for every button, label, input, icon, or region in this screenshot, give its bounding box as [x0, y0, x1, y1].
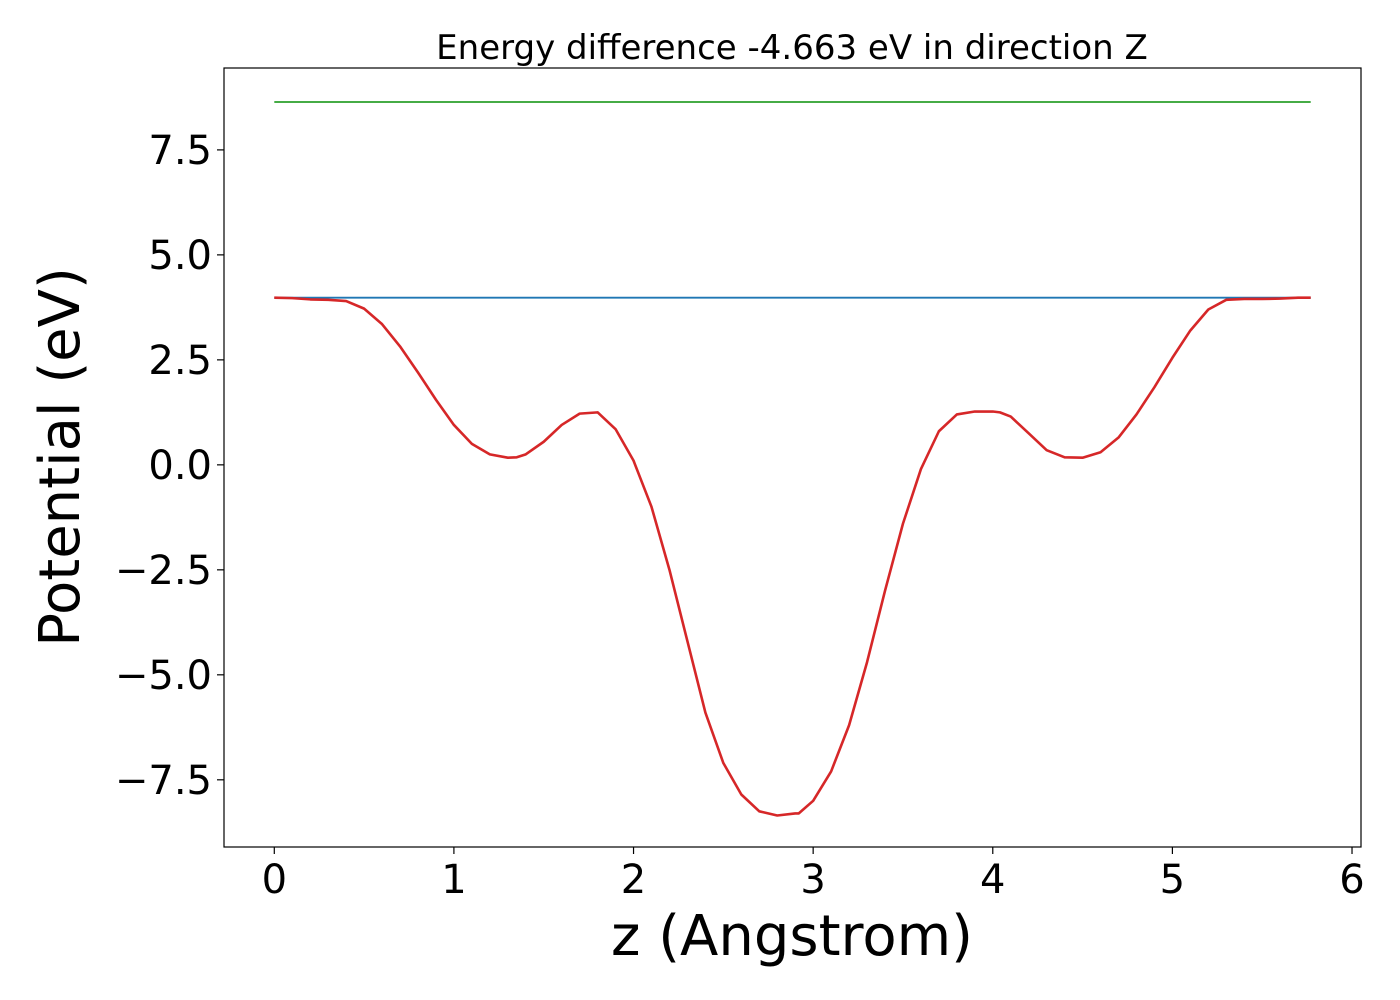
x-axis-title: z (Angstrom) — [611, 904, 973, 969]
x-tick-label: 3 — [800, 857, 825, 903]
x-tick-label: 6 — [1339, 857, 1364, 903]
x-tick-label: 5 — [1160, 857, 1185, 903]
y-tick-label: 5.0 — [148, 233, 212, 279]
y-tick-label: 0.0 — [148, 443, 212, 489]
y-tick-label: 7.5 — [148, 128, 212, 174]
series-line-3 — [274, 296, 1311, 817]
y-tick-label: 2.5 — [148, 338, 212, 384]
x-tick-label: 1 — [441, 857, 466, 903]
y-tick-label: −2.5 — [115, 548, 212, 594]
y-tick-label: −7.5 — [115, 758, 212, 804]
plot-frame — [223, 67, 1362, 848]
x-tick-label: 4 — [980, 857, 1005, 903]
y-axis-title: Potential (eV) — [28, 267, 93, 647]
y-tick-label: −5.0 — [115, 653, 212, 699]
series-layer — [274, 101, 1311, 817]
x-tick-label: 0 — [262, 857, 287, 903]
chart-title: Energy difference -4.663 eV in direction… — [436, 28, 1148, 68]
tick-layer: 0 1 2 3 4 5 6 7.5 5.0 2.5 0.0 −2.5 −5.0 −7.5 — [115, 128, 1365, 903]
x-tick-label: 2 — [621, 857, 646, 903]
